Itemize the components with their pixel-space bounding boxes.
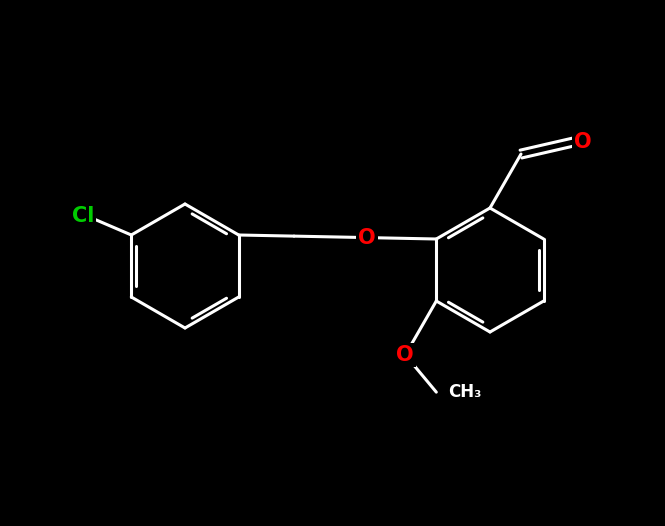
Text: Cl: Cl bbox=[72, 206, 94, 226]
Text: O: O bbox=[574, 132, 592, 151]
Text: CH₃: CH₃ bbox=[448, 383, 481, 401]
Text: O: O bbox=[396, 345, 414, 365]
Text: O: O bbox=[358, 228, 376, 248]
